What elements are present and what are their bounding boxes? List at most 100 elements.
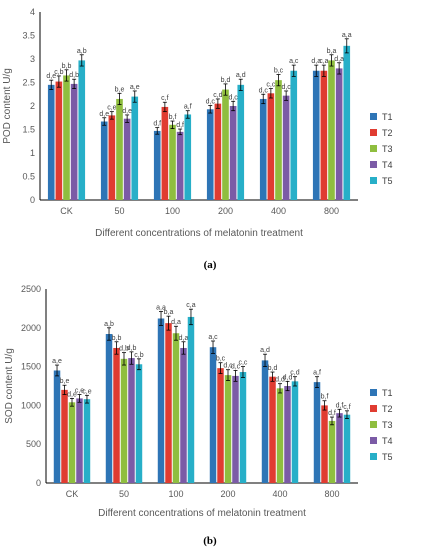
data-label: d,c: [223, 363, 233, 370]
data-label: b,e: [60, 378, 70, 385]
x-tick-label: 100: [168, 489, 183, 499]
bar: [180, 347, 187, 483]
y-axis-title: SOD content U/g: [4, 348, 15, 424]
data-label: d,e: [67, 391, 77, 398]
bar: [269, 376, 276, 483]
bar: [229, 106, 237, 200]
data-label: b,a: [327, 48, 337, 55]
data-label: d,e: [122, 108, 132, 115]
data-label: d,f: [153, 121, 161, 128]
x-tick-label: CK: [66, 489, 79, 499]
bar: [214, 103, 222, 200]
bar: [239, 372, 247, 483]
data-label: d,e: [46, 73, 56, 80]
bar: [47, 84, 55, 200]
data-label: c,e: [75, 388, 84, 395]
bar: [237, 84, 245, 200]
x-tick-label: 50: [119, 489, 129, 499]
data-label: d,c: [281, 84, 291, 91]
y-tick-label: 2.5: [22, 78, 35, 88]
data-label: c,a: [186, 302, 195, 309]
data-label: c,f: [343, 404, 350, 411]
data-label: a,a: [156, 305, 166, 312]
bar: [320, 70, 328, 200]
bar: [55, 81, 63, 200]
y-tick-label: 500: [26, 439, 41, 449]
data-label: a,f: [313, 370, 321, 377]
y-tick-label: 0.5: [22, 172, 35, 182]
bar: [209, 347, 217, 483]
bar: [290, 70, 298, 200]
y-axis-title: POD content U/g: [2, 68, 13, 144]
data-label: c,e: [107, 105, 116, 112]
bar: [169, 124, 176, 200]
data-label: a,d: [236, 72, 246, 79]
legend-swatch: [370, 113, 377, 120]
x-tick-label: 50: [114, 206, 124, 216]
data-label: d,c: [231, 363, 241, 370]
bar: [161, 106, 169, 200]
data-label: c,a: [319, 58, 328, 65]
bar: [105, 334, 113, 483]
chart-sod: 05001000150020002500a,eb,ed,ec,ec,eCKa,b…: [4, 284, 393, 547]
x-tick-label: 400: [271, 206, 286, 216]
data-label: d,d: [283, 374, 293, 381]
data-label: b,d: [221, 77, 231, 84]
data-label: d,e: [99, 111, 109, 118]
bar: [217, 368, 224, 483]
bar: [206, 109, 214, 200]
x-axis-title: Different concentrations of melatonin tr…: [95, 228, 303, 239]
x-tick-label: 200: [218, 206, 233, 216]
y-tick-label: 0: [30, 195, 35, 205]
x-tick-label: 400: [272, 489, 287, 499]
bar: [321, 405, 328, 483]
bar: [100, 121, 108, 200]
bar: [63, 75, 70, 200]
bar: [328, 420, 336, 483]
bar: [335, 68, 343, 201]
bar: [78, 60, 86, 200]
data-label: d,b: [119, 346, 129, 353]
bar: [108, 115, 116, 200]
y-tick-label: 1: [30, 148, 35, 158]
x-axis-title: Different concentrations of melatonin tr…: [98, 508, 306, 519]
legend-label: T2: [382, 404, 393, 414]
y-tick-label: 1500: [21, 362, 41, 372]
data-label: d,c: [206, 99, 216, 106]
data-label: b,c: [274, 68, 284, 75]
legend-swatch: [370, 421, 377, 428]
legend-label: T5: [382, 176, 393, 186]
bar: [120, 358, 128, 483]
y-tick-label: 3.5: [22, 31, 35, 41]
x-tick-label: 200: [220, 489, 235, 499]
data-label: c,f: [161, 95, 168, 102]
y-tick-label: 2500: [21, 284, 41, 294]
panel-label: (a): [204, 259, 217, 271]
legend-label: T4: [382, 436, 393, 446]
bar: [222, 89, 229, 200]
legend-swatch: [370, 177, 377, 184]
legend-swatch: [370, 129, 377, 136]
bar: [328, 60, 335, 200]
y-tick-label: 0: [36, 478, 41, 488]
bar: [153, 130, 161, 200]
bar: [187, 316, 195, 483]
y-tick-label: 1000: [21, 400, 41, 410]
bar: [276, 388, 284, 483]
data-label: d,a: [311, 58, 321, 65]
data-label: d,a: [171, 319, 181, 326]
bar: [165, 323, 172, 483]
legend-swatch: [370, 161, 377, 168]
data-label: d,c: [228, 94, 238, 101]
legend-swatch: [370, 145, 377, 152]
bar: [61, 389, 68, 483]
bar: [83, 399, 91, 483]
bar: [53, 370, 61, 483]
data-label: b,b: [62, 63, 72, 70]
data-label: d,f: [336, 402, 344, 409]
bar: [68, 402, 76, 483]
data-label: d,b: [69, 72, 79, 79]
bar: [184, 114, 192, 200]
data-label: b,b: [112, 335, 122, 342]
x-tick-label: 800: [324, 206, 339, 216]
